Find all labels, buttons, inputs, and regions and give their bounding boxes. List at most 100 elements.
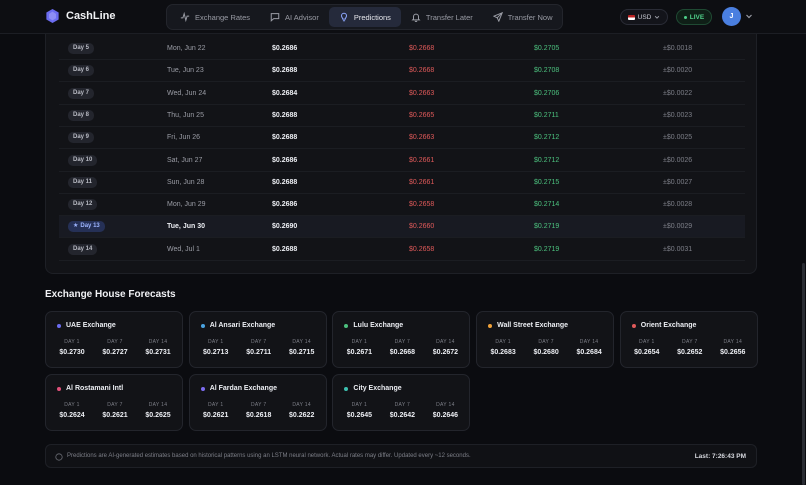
forecast-day-label: DAY 1: [351, 339, 368, 345]
table-row[interactable]: Day 8 Thu, Jun 25 $0.2688 $0.2665 $0.2711 ±$0…: [59, 105, 745, 127]
forecast-column: DAY 14 $0.2715: [284, 339, 320, 356]
top-bar: CashLine Exchange Rates AI Advisor Predi…: [0, 0, 806, 34]
forecast-value: $0.2711: [246, 349, 272, 356]
card-title: Al Ansari Exchange: [200, 322, 276, 329]
nav-transfer-later[interactable]: Transfer Later: [401, 7, 483, 27]
forecast-day-label: DAY 14: [148, 402, 168, 408]
forecast-column: DAY 1 $0.2683: [485, 339, 521, 356]
table-row[interactable]: Day 12 Mon, Jun 29 $0.2686 $0.2658 $0.2714 ±$…: [59, 194, 745, 217]
chevron-down-icon[interactable]: [745, 12, 753, 20]
forecast-column: DAY 7 $0.2642: [384, 402, 420, 419]
row-low: $0.2661: [409, 178, 435, 186]
live-badge: LIVE: [676, 9, 712, 25]
exchange-name: City Exchange: [353, 385, 402, 392]
day-badge: Day 6: [68, 65, 95, 77]
forecast-day-label: DAY 14: [292, 339, 311, 345]
forecast-day-label: DAY 7: [250, 339, 267, 345]
day-badge: ★ Day 13: [68, 221, 105, 233]
row-high: $0.2719: [534, 245, 560, 253]
nav-ai-advisor[interactable]: AI Advisor: [260, 7, 329, 27]
forecast-day-label: DAY 1: [207, 339, 224, 345]
day-badge: Day 9: [68, 132, 95, 144]
star-icon: ★: [73, 223, 79, 230]
table-row[interactable]: Day 5 Mon, Jun 22 $0.2686 $0.2668 $0.2705 ±$0…: [59, 38, 745, 60]
day-badge: Day 14: [68, 243, 98, 255]
row-predicted: $0.2688: [272, 178, 298, 186]
table-row[interactable]: Day 9 Fri, Jun 26 $0.2688 $0.2663 $0.2712 ±$0…: [59, 127, 745, 150]
forecast-card[interactable]: Al Rostamani Intl DAY 1 $0.2624 DAY 7 $0.262…: [45, 374, 183, 431]
forecast-value: $0.2671: [346, 349, 373, 356]
day-badge: Day 10: [68, 154, 98, 166]
row-confidence: ±$0.0027: [663, 178, 693, 186]
exchange-name: Al Ansari Exchange: [209, 322, 276, 329]
table-row[interactable]: Day 11 Sun, Jun 28 $0.2688 $0.2661 $0.2715 ±$…: [59, 172, 745, 194]
forecast-value: $0.2642: [389, 412, 416, 419]
forecast-column: DAY 1 $0.2645: [341, 402, 377, 419]
forecast-day-label: DAY 1: [495, 339, 511, 345]
currency-selector[interactable]: USD: [620, 9, 668, 25]
exchange-name: Al Rostamani Intl: [66, 385, 124, 392]
day-badge: Day 12: [68, 199, 98, 211]
forecast-value: $0.2730: [59, 349, 85, 356]
forecast-column: DAY 1 $0.2671: [341, 339, 377, 356]
forecast-value: $0.2731: [145, 349, 171, 356]
forecast-day-label: DAY 7: [107, 339, 123, 345]
forecast-day-label: DAY 14: [436, 402, 455, 408]
row-predicted: $0.2688: [272, 134, 298, 142]
exchange-name: Wall Street Exchange: [497, 322, 569, 329]
nav-transfer-now[interactable]: Transfer Now: [483, 7, 563, 27]
day-label: Day 8: [73, 111, 90, 118]
row-low: $0.2663: [409, 134, 435, 142]
scrollbar[interactable]: [802, 263, 805, 485]
row-date: Wed, Jun 24: [167, 89, 207, 97]
day-label: Day 10: [73, 156, 93, 163]
table-row[interactable]: Day 14 Wed, Jul 1 $0.2688 $0.2658 $0.2719 ±$0…: [59, 239, 745, 261]
forecast-day-label: DAY 1: [64, 402, 80, 408]
row-high: $0.2711: [534, 111, 559, 119]
nav-exchange-rates[interactable]: Exchange Rates: [170, 7, 260, 27]
nav-label: Transfer Later: [425, 12, 473, 22]
color-dot-icon: [57, 386, 61, 391]
forecast-value: $0.2672: [432, 349, 459, 356]
main-nav: Exchange Rates AI Advisor Predictions Tr…: [166, 4, 563, 30]
forecast-day-label: DAY 1: [64, 339, 80, 345]
forecast-card[interactable]: Lulu Exchange DAY 1 $0.2671 DAY 7 $0.2668 DAY…: [332, 311, 471, 368]
row-high: $0.2719: [534, 223, 560, 231]
forecast-value: $0.2621: [203, 412, 229, 419]
forecast-day-label: DAY 7: [394, 402, 411, 408]
day-badge: Day 5: [68, 43, 95, 54]
day-badge: Day 8: [68, 109, 95, 121]
nav-label: Predictions: [353, 12, 391, 22]
day-badge: Day 11: [68, 176, 98, 188]
chevron-down-icon: [655, 15, 660, 19]
color-dot-icon: [631, 323, 636, 328]
forecast-card[interactable]: City Exchange DAY 1 $0.2645 DAY 7 $0.2642 DAY…: [332, 374, 471, 431]
forecast-column: DAY 7 $0.2727: [97, 339, 133, 356]
forecast-card[interactable]: Orient Exchange DAY 1 $0.2654 DAY 7 $0.2652 D…: [619, 311, 758, 368]
forecast-card[interactable]: Wall Street Exchange DAY 1 $0.2683 DAY 7 $0.…: [476, 311, 615, 368]
disclaimer-bar: Predictions are AI-generated estimates b…: [45, 444, 757, 468]
forecast-card[interactable]: Al Ansari Exchange DAY 1 $0.2713 DAY 7 $0.27…: [188, 311, 327, 368]
table-row[interactable]: Day 10 Sat, Jun 27 $0.2686 $0.2661 $0.2712 ±$…: [59, 150, 745, 172]
nav-label: AI Advisor: [285, 12, 319, 22]
nav-label: Transfer Now: [507, 12, 553, 22]
exchange-name: Orient Exchange: [640, 322, 697, 329]
send-icon: [492, 12, 503, 22]
forecast-card[interactable]: UAE Exchange DAY 1 $0.2730 DAY 7 $0.2727 DAY …: [45, 311, 183, 368]
forecast-card[interactable]: Al Fardan Exchange DAY 1 $0.2621 DAY 7 $0.26…: [188, 374, 327, 431]
row-date: Sun, Jun 28: [167, 178, 205, 186]
us-flag-icon: [627, 14, 635, 20]
row-confidence: ±$0.0028: [663, 201, 693, 209]
forecast-day-label: DAY 7: [394, 339, 411, 345]
nav-predictions[interactable]: Predictions: [328, 7, 401, 27]
forecast-day-label: DAY 1: [351, 402, 368, 408]
brand[interactable]: CashLine: [46, 9, 116, 23]
row-low: $0.2661: [409, 156, 435, 164]
table-row[interactable]: Day 6 Tue, Jun 23 $0.2688 $0.2668 $0.2708 ±$0…: [59, 60, 745, 83]
exchange-name: Al Fardan Exchange: [209, 385, 277, 392]
row-date: Tue, Jun 30: [167, 223, 205, 231]
table-row[interactable]: Day 7 Wed, Jun 24 $0.2684 $0.2663 $0.2706 ±$0…: [59, 83, 745, 105]
forecast-day-label: DAY 14: [436, 339, 455, 345]
avatar[interactable]: J: [722, 7, 741, 26]
table-row[interactable]: ★ Day 13 Tue, Jun 30 $0.2690 $0.2660 $0.2719 ±…: [59, 216, 745, 239]
